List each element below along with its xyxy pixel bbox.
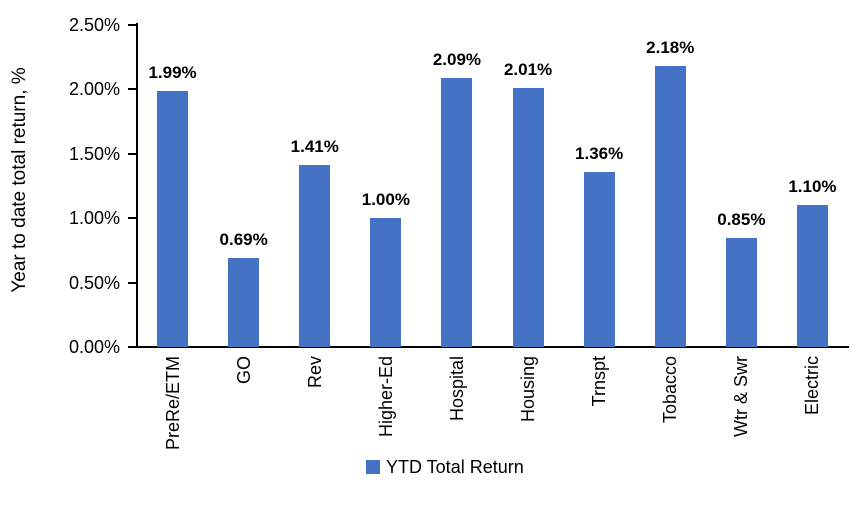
category-label: Housing [518, 356, 539, 423]
category-label: PreRe/ETM [162, 356, 183, 451]
bar [299, 165, 331, 347]
y-tick-label: 1.50% [68, 143, 120, 164]
bar [512, 88, 544, 347]
bar-value-label: 1.36% [575, 143, 624, 163]
category-label: Higher-Ed [375, 356, 396, 438]
bar [796, 205, 828, 347]
y-tick-mark [128, 152, 136, 155]
y-axis-title: Year to date total return, % [9, 67, 30, 293]
category-label: GO [233, 356, 254, 385]
y-tick-mark [128, 217, 136, 220]
bar-value-label: 1.10% [788, 177, 837, 197]
category-label: Tobacco [660, 356, 681, 424]
y-tick-label: 2.00% [68, 79, 120, 100]
bar-value-label: 1.00% [361, 190, 410, 210]
bar [583, 171, 615, 347]
bar-value-label: 1.41% [290, 137, 339, 157]
y-tick-label: 1.00% [68, 208, 120, 229]
y-tick-mark [128, 346, 136, 348]
category-label: Trnspt [589, 356, 610, 407]
bar-value-label: 2.18% [646, 38, 695, 58]
y-tick-label: 2.50% [68, 15, 120, 35]
bar [370, 218, 402, 347]
category-label: Hospital [446, 356, 467, 422]
legend: YTD Total Return [366, 457, 524, 477]
bar-value-label: 2.09% [432, 49, 482, 69]
category-label: Rev [304, 356, 325, 389]
bar [441, 77, 473, 347]
x-axis-line [128, 346, 849, 348]
y-axis-line [136, 23, 138, 348]
category-label: Electric [802, 356, 823, 416]
bar [654, 66, 686, 347]
bar [157, 90, 189, 347]
y-tick-mark [128, 281, 136, 284]
bar [228, 258, 260, 347]
y-tick-mark [128, 88, 136, 91]
legend-swatch-icon [366, 460, 380, 474]
bar-value-label: 0.85% [717, 209, 766, 229]
bar-value-label: 1.99% [148, 62, 197, 82]
bar-value-label: 2.01% [503, 60, 553, 80]
y-tick-label: 0.00% [68, 337, 120, 357]
bar [725, 237, 757, 347]
y-tick-label: 0.50% [68, 272, 120, 293]
legend-label: YTD Total Return [386, 457, 524, 477]
y-tick-mark [128, 24, 136, 26]
category-label: Wtr & Swr [731, 356, 752, 437]
bar-value-label: 0.69% [219, 230, 268, 250]
